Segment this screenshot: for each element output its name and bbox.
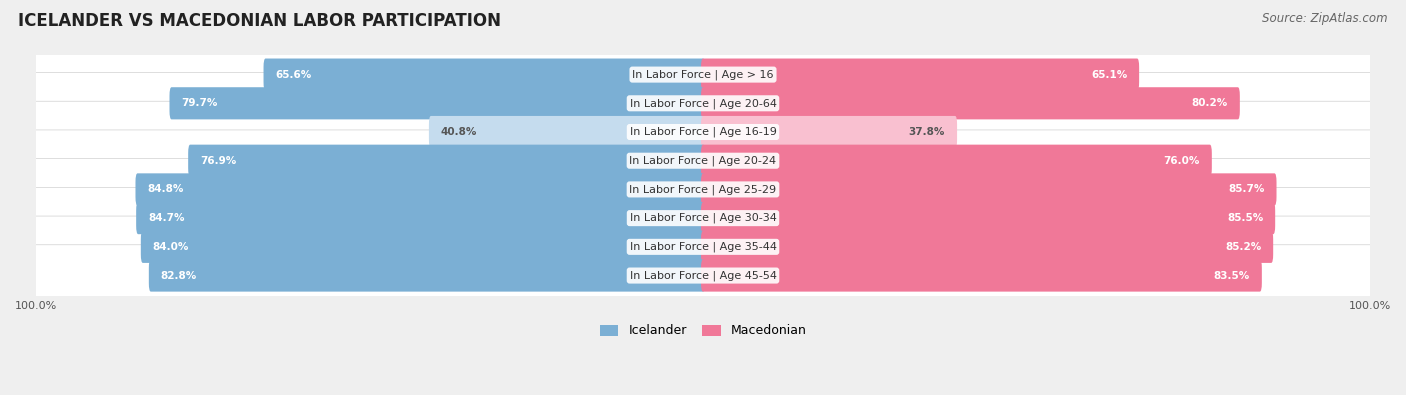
- FancyBboxPatch shape: [30, 73, 1376, 134]
- Text: 85.5%: 85.5%: [1227, 213, 1263, 223]
- FancyBboxPatch shape: [702, 58, 1139, 91]
- Text: 76.0%: 76.0%: [1163, 156, 1199, 166]
- FancyBboxPatch shape: [30, 216, 1376, 278]
- FancyBboxPatch shape: [30, 159, 1376, 220]
- Text: 84.8%: 84.8%: [148, 184, 184, 194]
- FancyBboxPatch shape: [30, 101, 1376, 163]
- FancyBboxPatch shape: [702, 87, 1240, 119]
- Text: 65.1%: 65.1%: [1091, 70, 1128, 80]
- Text: In Labor Force | Age 35-44: In Labor Force | Age 35-44: [630, 242, 776, 252]
- FancyBboxPatch shape: [30, 245, 1376, 306]
- Text: 80.2%: 80.2%: [1191, 98, 1227, 108]
- Text: In Labor Force | Age 20-24: In Labor Force | Age 20-24: [630, 156, 776, 166]
- Text: In Labor Force | Age > 16: In Labor Force | Age > 16: [633, 70, 773, 80]
- Text: In Labor Force | Age 30-34: In Labor Force | Age 30-34: [630, 213, 776, 224]
- Legend: Icelander, Macedonian: Icelander, Macedonian: [595, 320, 811, 342]
- Text: 37.8%: 37.8%: [908, 127, 945, 137]
- Text: 82.8%: 82.8%: [160, 271, 197, 280]
- FancyBboxPatch shape: [702, 116, 957, 148]
- FancyBboxPatch shape: [429, 116, 704, 148]
- Text: In Labor Force | Age 20-64: In Labor Force | Age 20-64: [630, 98, 776, 109]
- FancyBboxPatch shape: [702, 260, 1261, 292]
- FancyBboxPatch shape: [30, 44, 1376, 105]
- FancyBboxPatch shape: [30, 187, 1376, 249]
- FancyBboxPatch shape: [135, 173, 704, 205]
- FancyBboxPatch shape: [136, 202, 704, 234]
- Text: 40.8%: 40.8%: [441, 127, 477, 137]
- FancyBboxPatch shape: [702, 145, 1212, 177]
- Text: In Labor Force | Age 25-29: In Labor Force | Age 25-29: [630, 184, 776, 195]
- Text: 76.9%: 76.9%: [200, 156, 236, 166]
- Text: 85.7%: 85.7%: [1227, 184, 1264, 194]
- FancyBboxPatch shape: [702, 231, 1274, 263]
- Text: 85.2%: 85.2%: [1225, 242, 1261, 252]
- FancyBboxPatch shape: [30, 130, 1376, 192]
- Text: 83.5%: 83.5%: [1213, 271, 1250, 280]
- FancyBboxPatch shape: [149, 260, 704, 292]
- Text: 65.6%: 65.6%: [276, 70, 312, 80]
- FancyBboxPatch shape: [702, 173, 1277, 205]
- FancyBboxPatch shape: [702, 202, 1275, 234]
- Text: Source: ZipAtlas.com: Source: ZipAtlas.com: [1263, 12, 1388, 25]
- Text: 84.7%: 84.7%: [148, 213, 184, 223]
- Text: 79.7%: 79.7%: [181, 98, 218, 108]
- Text: In Labor Force | Age 16-19: In Labor Force | Age 16-19: [630, 127, 776, 137]
- FancyBboxPatch shape: [188, 145, 704, 177]
- Text: ICELANDER VS MACEDONIAN LABOR PARTICIPATION: ICELANDER VS MACEDONIAN LABOR PARTICIPAT…: [18, 12, 502, 30]
- FancyBboxPatch shape: [263, 58, 704, 91]
- Text: 84.0%: 84.0%: [153, 242, 190, 252]
- FancyBboxPatch shape: [170, 87, 704, 119]
- Text: In Labor Force | Age 45-54: In Labor Force | Age 45-54: [630, 270, 776, 281]
- FancyBboxPatch shape: [141, 231, 704, 263]
